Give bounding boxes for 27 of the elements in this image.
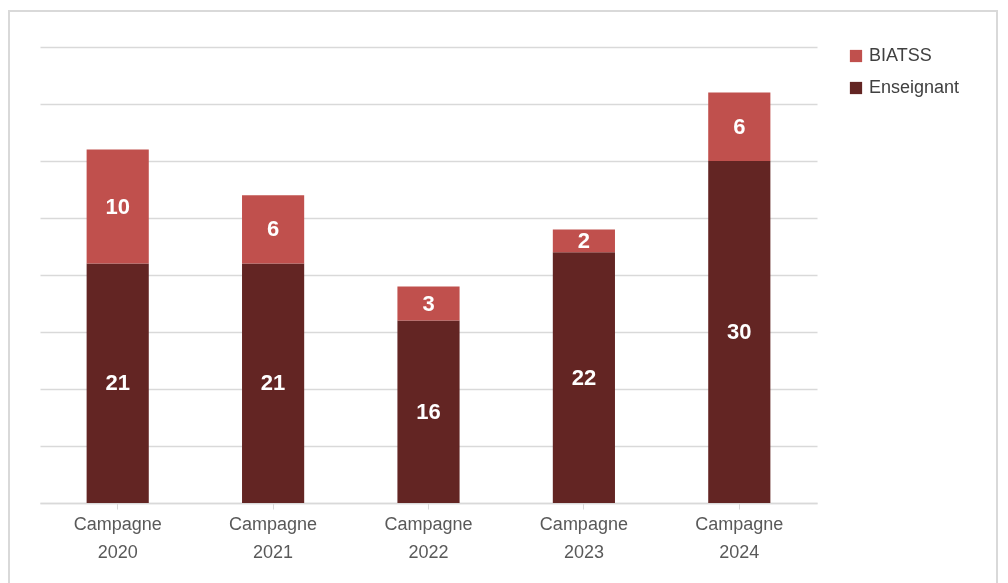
bar	[397, 286, 460, 321]
bar	[86, 263, 149, 503]
x-tick-label: Campagne 2024	[695, 513, 784, 562]
data-label: 10	[105, 193, 130, 219]
legend-label: BIATSS	[869, 45, 932, 65]
x-tick-label: Campagne 2023	[539, 513, 628, 562]
data-label: 22	[571, 364, 597, 390]
bar	[242, 263, 305, 503]
legend-label: Enseignant	[869, 77, 960, 97]
bar	[708, 161, 771, 503]
bar	[86, 149, 149, 264]
x-tick-label: Campagne 2020	[73, 513, 162, 562]
x-tick-label: Campagne 2022	[384, 513, 473, 562]
data-label: 21	[260, 370, 286, 396]
data-label: 6	[733, 113, 746, 139]
data-label: 21	[105, 370, 130, 396]
bar	[708, 92, 771, 161]
data-label: 6	[266, 216, 280, 242]
data-label: 3	[422, 290, 435, 316]
bar	[552, 229, 615, 253]
data-label: 16	[416, 398, 441, 424]
data-label: 2	[577, 227, 591, 253]
data-label: 30	[727, 319, 752, 344]
x-tick-label: Campagne 2021	[229, 513, 318, 562]
bar	[552, 252, 615, 503]
bar	[397, 320, 460, 503]
bar	[242, 195, 305, 264]
